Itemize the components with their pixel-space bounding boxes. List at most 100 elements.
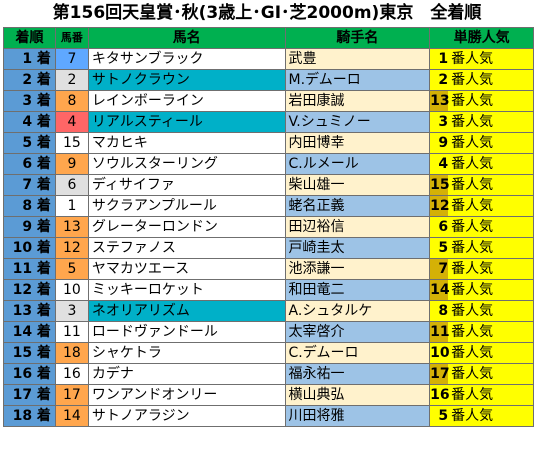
rank-cell: 17 着 — [3, 384, 56, 406]
table-row: 8 着 1 サクラアンプルール 蛯名正義 12 番人気 — [3, 195, 534, 217]
horse-name-cell: レインボーライン — [87, 90, 286, 112]
rank-cell: 13 着 — [3, 300, 56, 322]
table-row: 14 着 11 ロードヴァンドール 太宰啓介 11 番人気 — [3, 321, 534, 343]
table-row: 16 着 16 カデナ 福永祐一 17 番人気 — [3, 363, 534, 385]
popularity-rank: 5 — [430, 238, 449, 258]
popularity-label: 番人気 — [451, 114, 494, 130]
popularity-cell: 1 番人気 — [429, 48, 534, 70]
horse-number-cell: 15 — [54, 132, 89, 154]
popularity-label: 番人気 — [451, 387, 494, 403]
horse-number-cell: 10 — [54, 279, 89, 301]
horse-name-cell: シャケトラ — [87, 342, 286, 364]
jockey-cell: 岩田康誠 — [284, 90, 431, 112]
rank-cell: 9 着 — [3, 216, 56, 238]
popularity-rank: 4 — [430, 154, 449, 174]
horse-number-cell: 9 — [54, 153, 89, 175]
rank-cell: 3 着 — [3, 90, 56, 112]
jockey-cell: M.デムーロ — [284, 69, 431, 91]
popularity-label: 番人気 — [451, 198, 494, 214]
table-row: 2 着 2 サトノクラウン M.デムーロ 2 番人気 — [3, 69, 534, 91]
jockey-cell: 太宰啓介 — [284, 321, 431, 343]
horse-name-cell: ネオリアリズム — [87, 300, 286, 322]
popularity-label: 番人気 — [451, 51, 494, 67]
popularity-cell: 16 番人気 — [429, 384, 534, 406]
jockey-cell: 福永祐一 — [284, 363, 431, 385]
popularity-rank: 16 — [430, 385, 450, 405]
horse-name-cell: マカヒキ — [87, 132, 286, 154]
popularity-label: 番人気 — [451, 282, 494, 298]
jockey-cell: 田辺裕信 — [284, 216, 431, 238]
horse-number-cell: 7 — [54, 48, 89, 70]
table-row: 12 着 10 ミッキーロケット 和田竜二 14 番人気 — [3, 279, 534, 301]
header-rank: 着順 — [3, 27, 56, 49]
popularity-cell: 12 番人気 — [429, 195, 534, 217]
header-number: 馬番 — [54, 27, 89, 49]
table-row: 17 着 17 ワンアンドオンリー 横山典弘 16 番人気 — [3, 384, 534, 406]
popularity-label: 番人気 — [451, 177, 494, 193]
rank-cell: 1 着 — [3, 48, 56, 70]
header-popularity: 単勝人気 — [429, 27, 534, 49]
popularity-cell: 4 番人気 — [429, 153, 534, 175]
popularity-rank: 12 — [430, 196, 450, 216]
horse-number-cell: 8 — [54, 90, 89, 112]
popularity-label: 番人気 — [451, 324, 494, 340]
horse-name-cell: リアルスティール — [87, 111, 286, 133]
popularity-cell: 17 番人気 — [429, 363, 534, 385]
rank-cell: 12 着 — [3, 279, 56, 301]
horse-name-cell: サトノクラウン — [87, 69, 286, 91]
horse-name-cell: キタサンブラック — [87, 48, 286, 70]
popularity-cell: 6 番人気 — [429, 216, 534, 238]
jockey-cell: 内田博幸 — [284, 132, 431, 154]
jockey-cell: 蛯名正義 — [284, 195, 431, 217]
rank-cell: 8 着 — [3, 195, 56, 217]
jockey-cell: 川田将雅 — [284, 405, 431, 427]
horse-number-cell: 14 — [54, 405, 89, 427]
rank-cell: 2 着 — [3, 69, 56, 91]
horse-name-cell: ディサイファ — [87, 174, 286, 196]
horse-name-cell: サトノアラジン — [87, 405, 286, 427]
popularity-rank: 17 — [430, 364, 450, 384]
table-row: 6 着 9 ソウルスターリング C.ルメール 4 番人気 — [3, 153, 534, 175]
horse-number-cell: 1 — [54, 195, 89, 217]
horse-name-cell: ミッキーロケット — [87, 279, 286, 301]
popularity-label: 番人気 — [451, 303, 494, 319]
jockey-cell: C.ルメール — [284, 153, 431, 175]
header-horse: 馬名 — [87, 27, 286, 49]
horse-number-cell: 6 — [54, 174, 89, 196]
popularity-label: 番人気 — [451, 219, 494, 235]
horse-name-cell: カデナ — [87, 363, 286, 385]
rank-cell: 11 着 — [3, 258, 56, 280]
popularity-cell: 7 番人気 — [429, 258, 534, 280]
popularity-cell: 2 番人気 — [429, 69, 534, 91]
popularity-label: 番人気 — [451, 135, 494, 151]
popularity-label: 番人気 — [451, 93, 494, 109]
horse-number-cell: 5 — [54, 258, 89, 280]
table-row: 9 着 13 グレーターロンドン 田辺裕信 6 番人気 — [3, 216, 534, 238]
popularity-rank: 3 — [430, 112, 449, 132]
horse-number-cell: 2 — [54, 69, 89, 91]
jockey-cell: A.シュタルケ — [284, 300, 431, 322]
horse-number-cell: 16 — [54, 363, 89, 385]
horse-number-cell: 18 — [54, 342, 89, 364]
table-row: 3 着 8 レインボーライン 岩田康誠 13 番人気 — [3, 90, 534, 112]
popularity-rank: 2 — [430, 70, 449, 90]
jockey-cell: 戸崎圭太 — [284, 237, 431, 259]
rank-cell: 6 着 — [3, 153, 56, 175]
popularity-cell: 9 番人気 — [429, 132, 534, 154]
horse-number-cell: 17 — [54, 384, 89, 406]
popularity-cell: 3 番人気 — [429, 111, 534, 133]
horse-number-cell: 11 — [54, 321, 89, 343]
rank-cell: 14 着 — [3, 321, 56, 343]
popularity-rank: 1 — [430, 49, 449, 69]
popularity-rank: 15 — [430, 175, 450, 195]
popularity-cell: 10 番人気 — [429, 342, 534, 364]
table-row: 15 着 18 シャケトラ C.デムーロ 10 番人気 — [3, 342, 534, 364]
table-row: 13 着 3 ネオリアリズム A.シュタルケ 8 番人気 — [3, 300, 534, 322]
rank-cell: 7 着 — [3, 174, 56, 196]
horse-name-cell: ワンアンドオンリー — [87, 384, 286, 406]
popularity-cell: 15 番人気 — [429, 174, 534, 196]
table-row: 11 着 5 ヤマカツエース 池添謙一 7 番人気 — [3, 258, 534, 280]
popularity-label: 番人気 — [451, 240, 494, 256]
